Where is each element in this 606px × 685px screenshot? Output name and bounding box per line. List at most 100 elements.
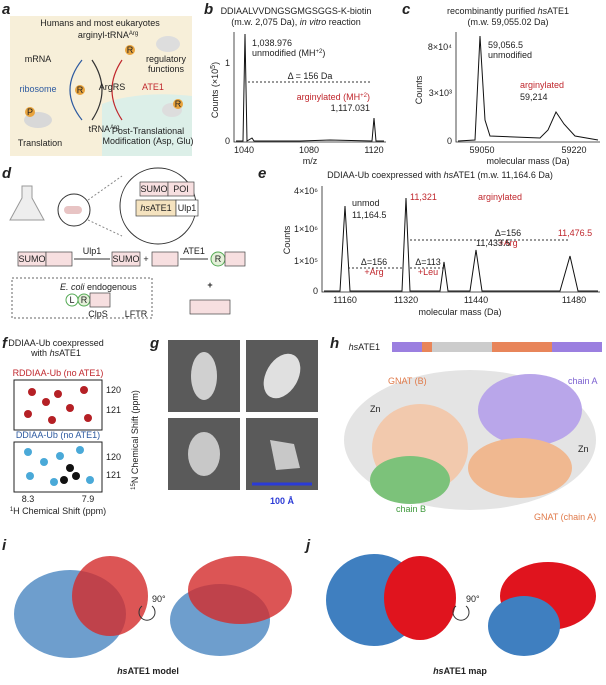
x-tick-label: 8.3	[22, 494, 35, 504]
label: GNAT (B)	[388, 376, 427, 386]
label: ribosome	[19, 84, 56, 94]
domain	[492, 342, 552, 352]
label: hsATE1	[140, 203, 171, 213]
label: GNAT (chain A)	[534, 512, 596, 522]
annotation: unmodified (MH+2)	[252, 48, 325, 58]
text: DDIAA-Ub coexpressed with	[327, 170, 444, 180]
map-red	[384, 556, 456, 640]
y-tick-label: 0	[225, 136, 230, 146]
panel-letter: d	[2, 165, 12, 182]
label: SUMO	[113, 254, 140, 264]
dashed-box	[11, 277, 153, 319]
annotation: 1,117.031	[331, 103, 370, 113]
angle: 90°	[152, 594, 166, 604]
box	[189, 299, 231, 315]
y-label: Counts	[414, 75, 424, 104]
annotation: 59,056.5	[488, 40, 523, 50]
text: reaction	[326, 17, 361, 27]
panel-letter: b	[204, 1, 213, 18]
plot-frame	[13, 379, 103, 431]
box	[167, 181, 195, 197]
sup: Arg	[129, 31, 138, 37]
domain	[422, 342, 432, 352]
x-tick-label: 1040	[234, 145, 254, 155]
y-tick-label: 1×10⁶	[294, 224, 318, 234]
x-tick-label: 7.9	[82, 494, 95, 504]
subtitle: (m.w. 2,075 Da), in vitro reaction	[231, 17, 361, 27]
panel-c: c recombinantly purified hsATE1 (m.w. 59…	[402, 1, 600, 166]
text: tRNA	[89, 124, 111, 134]
label: Post-Translational	[112, 126, 184, 136]
panel-e: e DDIAA-Ub coexpressed with hsATE1 (m.w.…	[258, 165, 600, 317]
title: DDIAA-Ub coexpressed	[8, 338, 104, 348]
peaks	[24, 446, 94, 486]
y-tick-label: 0	[447, 136, 452, 146]
text: endogenous	[85, 282, 138, 292]
label: Ulp1	[83, 246, 102, 256]
y-tick-label: 3×10³	[429, 88, 452, 98]
label: L	[69, 295, 74, 305]
y-tick-label: 1	[225, 58, 230, 68]
panel-g: g 100 Å	[149, 335, 318, 506]
annotation: 11,164.5	[352, 210, 386, 220]
label: ArgRS	[99, 82, 126, 92]
panel-letter: j	[304, 537, 311, 554]
text: with	[30, 348, 50, 358]
panel-d: d SUMO POI hsATE1 Ulp1 SUMO Ulp1 SUMO + …	[2, 165, 246, 319]
chain-red	[188, 556, 292, 624]
particle	[188, 432, 220, 476]
chain-a	[478, 374, 582, 446]
x-tick-label: 11440	[464, 295, 488, 305]
text: arginylated (MH	[297, 92, 361, 102]
connector	[87, 219, 123, 237]
panel-letter: e	[258, 165, 266, 182]
text: Counts (×10	[210, 69, 220, 118]
x-tick-label: 59050	[469, 145, 494, 155]
panel-letter: f	[2, 335, 9, 352]
text: hs	[117, 666, 128, 676]
label: E. coli endogenous	[60, 282, 137, 292]
scale-label: 100 Å	[270, 496, 295, 506]
y-tick-label: 121	[106, 405, 121, 415]
x-tick-label: 11160	[333, 295, 357, 305]
badge	[25, 107, 35, 117]
label: ATE1	[183, 246, 205, 256]
label: +	[143, 254, 148, 264]
text: )	[210, 62, 220, 65]
y-tick-label: 120	[106, 385, 121, 395]
sup: 5	[210, 65, 217, 69]
axis	[321, 186, 600, 293]
panel-i: i 90° hsATE1 model	[2, 537, 292, 676]
x-tick-label: 11480	[562, 295, 586, 305]
sup: +2	[316, 49, 324, 55]
label: LFTR	[125, 309, 148, 319]
particle	[263, 353, 301, 399]
flask	[9, 185, 45, 221]
y-tick-label: 4×10⁶	[294, 186, 318, 196]
annotation: arginylated	[478, 192, 522, 202]
text: hs	[538, 6, 548, 16]
badge	[75, 85, 85, 95]
annotation: 11,433.5	[476, 238, 510, 248]
label: POI	[173, 184, 189, 194]
y-tick-label: 1×10⁵	[294, 256, 318, 266]
y-tick-label: 120	[106, 452, 121, 462]
label: Zn	[370, 404, 381, 414]
label: R	[81, 295, 88, 305]
annotation: 11,476.5	[558, 228, 592, 238]
box	[151, 251, 179, 267]
map-blue	[488, 596, 560, 656]
text: hs	[140, 203, 150, 213]
text: ATE1	[453, 170, 475, 180]
x-label: 1H Chemical Shift (ppm)	[10, 506, 106, 516]
connector	[87, 175, 123, 201]
box	[111, 251, 141, 267]
label: chain B	[396, 504, 426, 514]
badge-text: R	[77, 85, 84, 95]
label: ClpS	[88, 309, 108, 319]
peaks	[24, 386, 92, 424]
x-label: molecular mass (Da)	[486, 156, 569, 166]
badge-text: R	[127, 45, 134, 55]
text: ATE1	[358, 342, 380, 352]
